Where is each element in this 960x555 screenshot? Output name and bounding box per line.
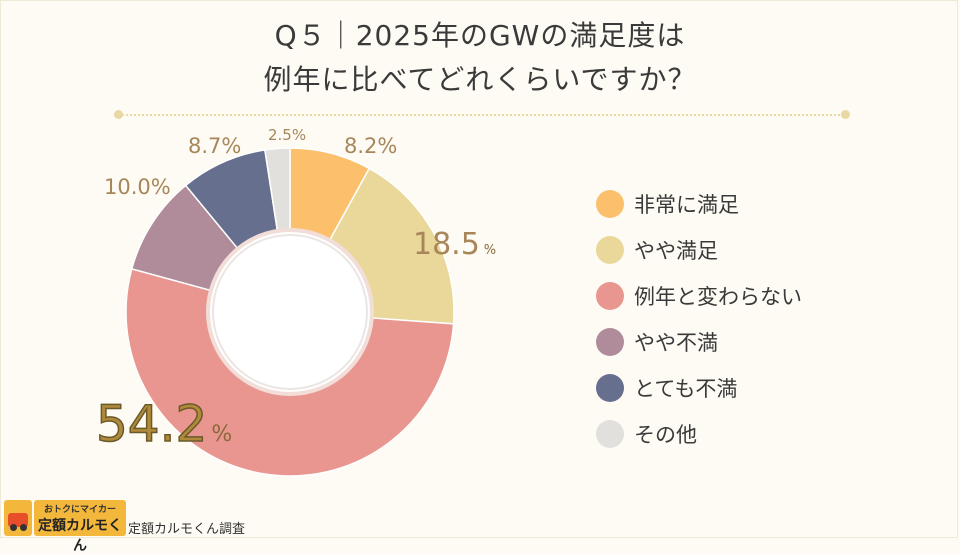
percent-sign-same-as-usual: % [211, 422, 232, 447]
chart-frame [0, 0, 958, 538]
donut-inner-ring [212, 234, 368, 390]
data-label-very-satisfied: 8.2% [344, 134, 397, 158]
logo-wordmark: おトクにマイカー 定額カルモくん [34, 500, 126, 554]
legend-item-somewhat-dissatisfied: やや不満 [596, 319, 802, 365]
data-label-somewhat-dissatisfied: 10.0% [104, 175, 171, 199]
data-label-other: 2.5% [268, 126, 306, 144]
donut-chart: 8.2%18.5 %54.2 %10.0%8.7% 2.5% [95, 126, 496, 477]
legend-swatch [596, 374, 624, 402]
legend-item-other: その他 [596, 411, 802, 457]
legend-item-same-as-usual: 例年と変わらない [596, 273, 802, 319]
legend-label: やや不満 [634, 331, 718, 355]
legend-label: その他 [634, 423, 697, 447]
percent-sign-somewhat-satisfied: % [484, 243, 496, 258]
data-label-somewhat-satisfied: 18.5 [413, 227, 480, 262]
legend-item-very-satisfied: 非常に満足 [596, 181, 802, 227]
legend-swatch [596, 190, 624, 218]
logo-tagline: おトクにマイカー [43, 505, 116, 515]
legend-label: やや満足 [634, 239, 718, 263]
divider-dot-right [841, 110, 850, 119]
legend: 非常に満足やや満足例年と変わらない やや不満とても不満その他 [596, 181, 802, 457]
legend-label: とても不満 [634, 377, 738, 401]
legend-item-somewhat-satisfied: やや満足 [596, 227, 802, 273]
legend-label: 例年と変わらない [634, 285, 802, 309]
legend-swatch [596, 328, 624, 356]
karumo-logo: おトクにマイカー 定額カルモくん [4, 500, 126, 554]
data-label-same-as-usual: 54.2 [96, 395, 207, 453]
legend-item-very-dissatisfied: とても不満 [596, 365, 802, 411]
logo-name: 定額カルモくん [38, 518, 122, 554]
legend-swatch [596, 420, 624, 448]
legend-label: 非常に満足 [634, 193, 739, 217]
car-logo-icon [4, 500, 32, 536]
chart-title-line2: 例年に比べてどれくらいですか？ [263, 63, 697, 96]
data-label-very-dissatisfied: 8.7% [188, 134, 241, 158]
legend-swatch [596, 282, 624, 310]
chart-title-line1: Q５｜2025年のGWの満足度は [274, 19, 686, 52]
title-divider [118, 114, 844, 116]
divider-dot-left [114, 110, 123, 119]
source-note: 定額カルモくん調査 [128, 522, 246, 537]
legend-swatch [596, 236, 624, 264]
